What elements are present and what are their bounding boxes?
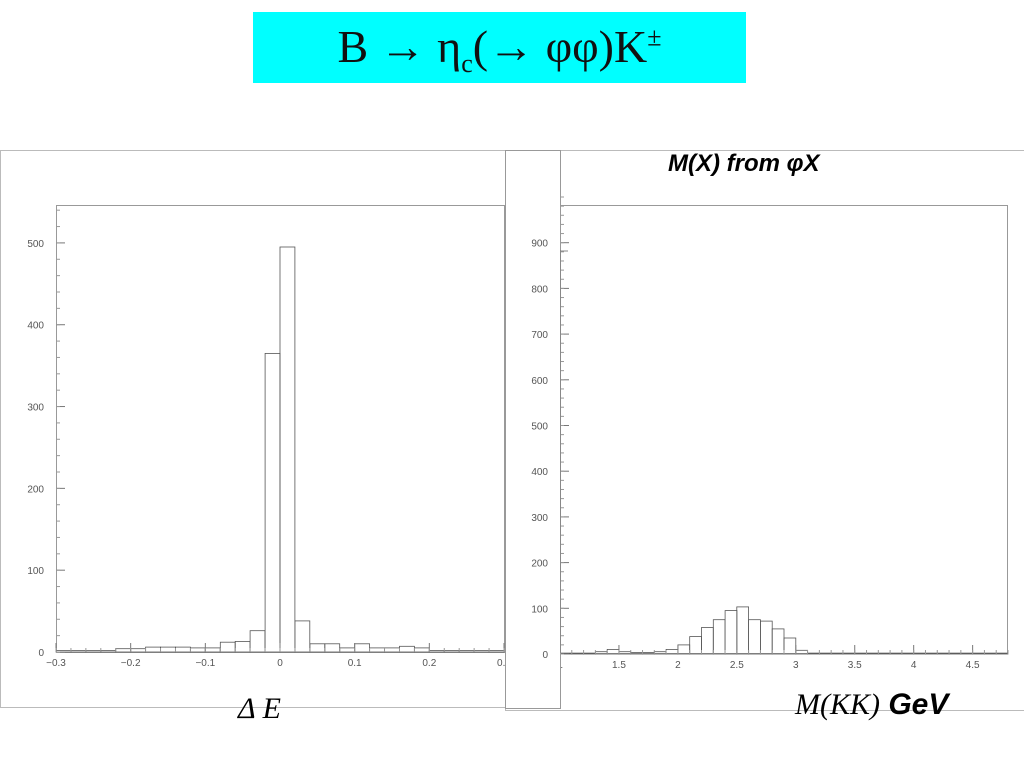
histogram-bin <box>618 651 632 655</box>
histogram-bin <box>369 647 385 653</box>
histogram-bin <box>234 641 251 653</box>
histogram-bin <box>130 648 146 653</box>
histogram-bin <box>783 637 797 655</box>
y-tick-label: 800 <box>531 284 548 295</box>
y-tick-label: 200 <box>27 484 44 495</box>
y-tick-label: 100 <box>27 566 44 577</box>
x-tick-label: 3.5 <box>848 660 862 671</box>
x-tick-label: 3 <box>793 660 799 671</box>
histogram-bin <box>175 646 191 653</box>
x-tick-label: −0.3 <box>46 658 66 669</box>
histogram-bin <box>219 641 236 653</box>
histogram-bin <box>294 620 311 653</box>
right-chart-title: M(X) from φX <box>668 150 820 177</box>
title-base: B → η <box>337 21 462 72</box>
histogram-bin <box>384 647 400 653</box>
x-tick-label: 4.5 <box>966 660 980 671</box>
x-tick-label: 1.5 <box>612 660 626 671</box>
histogram-bin <box>724 610 738 655</box>
histogram-bin <box>653 651 667 655</box>
y-tick-label: 200 <box>531 559 548 570</box>
histogram-bin <box>712 619 726 655</box>
y-tick-label: 400 <box>531 467 548 478</box>
histogram-bin <box>413 647 430 653</box>
histogram-bin <box>279 246 296 653</box>
x-tick-label: −0.1 <box>195 658 215 669</box>
title-subscript: c <box>461 49 473 79</box>
histogram-bin <box>70 650 87 653</box>
histogram-bin <box>736 606 749 655</box>
y-tick-label: 100 <box>531 604 548 615</box>
x-tick-label: 0.1 <box>348 658 362 669</box>
x-tick-label: 0.3 <box>497 658 511 669</box>
histogram-bin <box>748 619 761 655</box>
histogram-bin <box>204 647 221 653</box>
histogram-bin <box>249 630 266 653</box>
right-panel-frame <box>505 150 1024 711</box>
y-tick-label: 0 <box>542 650 548 661</box>
middle-panel-frame <box>505 150 561 709</box>
histogram-bin <box>145 646 161 653</box>
slide-title: B → ηc(→ φφ)K± <box>253 20 746 79</box>
histogram-bin <box>324 643 341 653</box>
x-tick-label: 0 <box>277 658 283 669</box>
left-histogram: −0.3 −0.2 −0.1 0 0.1 0.2 0.3 0 100 200 300 400 500 <box>27 209 511 669</box>
histogram-bin <box>473 650 490 653</box>
right-x-axis-quantity: M(KK) <box>795 688 880 721</box>
histogram-bin <box>100 650 117 653</box>
y-tick-label: 600 <box>531 376 548 387</box>
histogram-bin <box>760 620 773 655</box>
histogram-bin <box>701 627 714 655</box>
x-tick-label: 2.5 <box>730 660 744 671</box>
histogram-bin <box>309 643 326 653</box>
right-x-axis-label: M(KK) GeV <box>795 688 948 722</box>
histogram-bin <box>189 647 206 653</box>
histogram-bin <box>85 650 102 653</box>
y-tick-label: 500 <box>27 239 44 250</box>
left-panel-frame <box>0 150 521 708</box>
y-tick-label: 300 <box>531 513 548 524</box>
histogram-bin <box>399 645 415 653</box>
right-histogram: 11.522.533.544.5 <box>557 196 1009 671</box>
histogram-bin <box>264 352 281 653</box>
histogram-bin <box>339 647 356 653</box>
left-x-axis-label: Δ E <box>238 692 281 725</box>
x-tick-label: −0.2 <box>121 658 141 669</box>
right-x-axis-unit: GeV <box>880 688 949 721</box>
x-tick-label: 4 <box>911 660 917 671</box>
y-tick-label: 900 <box>531 239 548 250</box>
left-plot-frame <box>56 205 505 653</box>
histogram-bin <box>488 650 505 653</box>
right-plot-frame <box>560 205 1008 654</box>
histogram-bin <box>771 628 785 655</box>
x-tick-label: 0.2 <box>422 658 436 669</box>
y-tick-label: 700 <box>531 330 548 341</box>
y-tick-label: 0 <box>38 648 44 659</box>
histogram-bin <box>677 644 691 655</box>
right-y-axis-labels: 0 100 200 300 400 500 600 700 800 900 <box>531 239 548 661</box>
histogram-bin <box>160 646 176 653</box>
title-superscript: ± <box>647 22 662 52</box>
histogram-bin <box>428 650 445 653</box>
histogram-bin <box>115 648 131 653</box>
histogram-bin <box>595 651 608 655</box>
histogram-bin <box>443 650 460 653</box>
y-tick-label: 300 <box>27 403 44 414</box>
y-tick-label: 400 <box>27 321 44 332</box>
x-tick-label: 2 <box>675 660 681 671</box>
y-tick-label: 500 <box>531 422 548 433</box>
slide-title-box: B → ηc(→ φφ)K± <box>253 12 746 83</box>
histogram-bin <box>354 643 371 653</box>
histogram-bin <box>458 650 475 653</box>
histogram-bin <box>689 636 702 655</box>
title-mid: (→ φφ)K <box>472 21 648 72</box>
